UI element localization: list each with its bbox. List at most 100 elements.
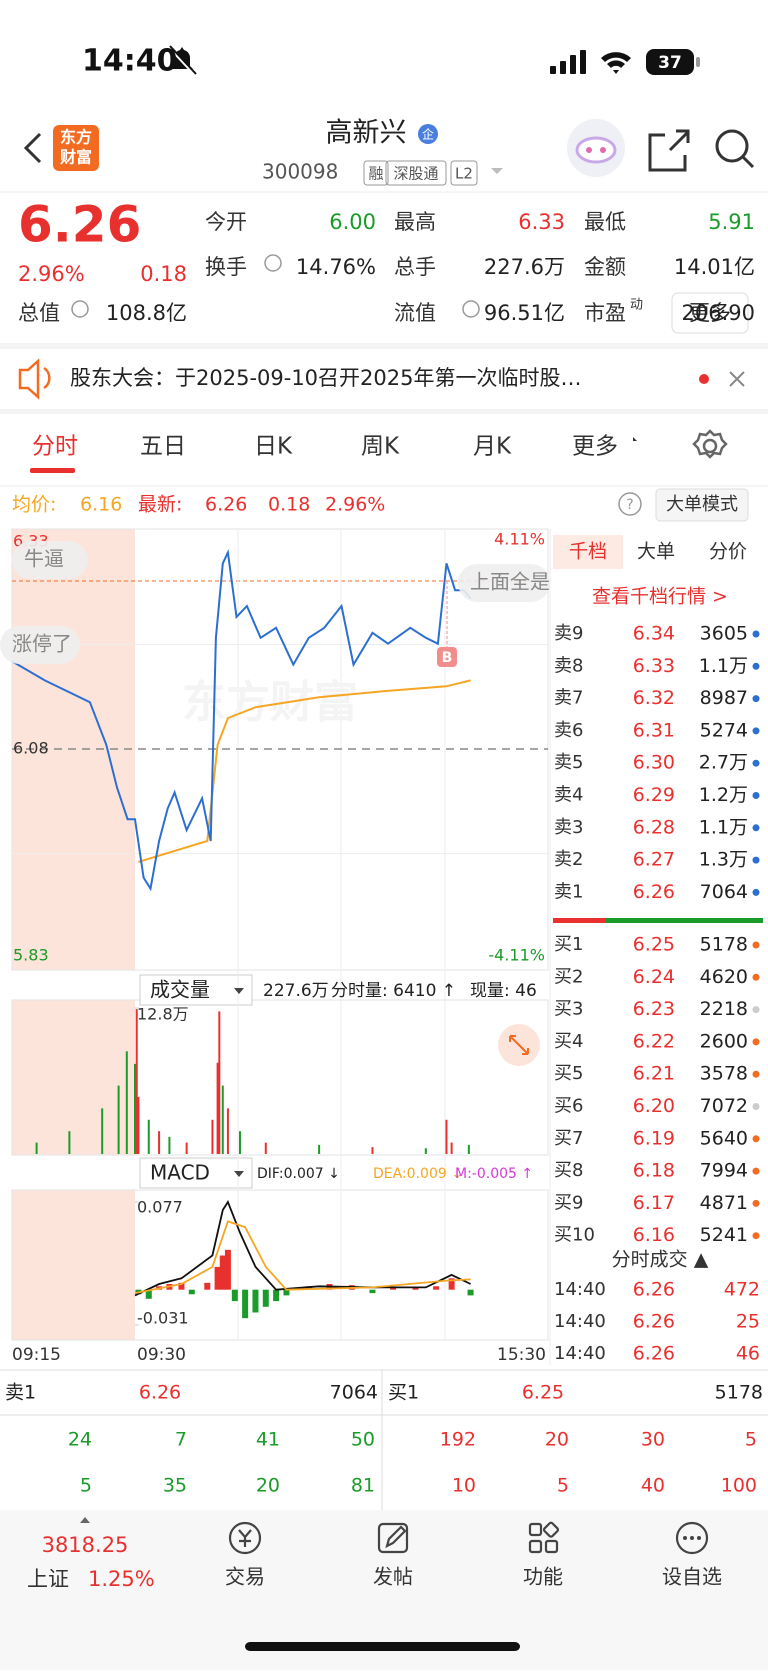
volume-total: 227.6万 <box>263 981 329 1001</box>
order-price: 6.27 <box>633 849 675 871</box>
macd-selector[interactable] <box>139 1157 253 1189</box>
order-volume: 2218 <box>700 998 748 1020</box>
tab[interactable]: 分时 <box>32 434 78 460</box>
order-price: 6.17 <box>633 1192 675 1214</box>
index-pct[interactable]: 1.25% <box>88 1567 155 1591</box>
volume-selector-text[interactable]: 成交量 <box>150 978 210 1002</box>
comment-bubble[interactable] <box>458 564 550 602</box>
order-dot <box>752 1038 760 1046</box>
macd-bar <box>273 1289 280 1302</box>
more-button-text[interactable]: 更多 <box>689 301 731 325</box>
comment-bubble[interactable] <box>12 541 88 579</box>
nav-item[interactable]: 交易 <box>225 1565 265 1589</box>
order-dot <box>752 662 760 670</box>
info-icon[interactable] <box>71 300 89 318</box>
mode-button[interactable] <box>655 488 749 522</box>
cell: 卖1 <box>5 1382 36 1404</box>
cell: 24 <box>68 1429 92 1451</box>
change: 0.18 <box>140 262 187 286</box>
panel-tab[interactable]: 千档 <box>569 541 607 563</box>
tab-underline <box>30 468 75 473</box>
comment-text[interactable]: 牛逼 <box>24 547 64 571</box>
volume-bar <box>168 1136 171 1154</box>
order-dot <box>752 1070 760 1078</box>
volume-bar <box>185 1142 188 1154</box>
trade-volume: 472 <box>724 1279 760 1301</box>
volume-bar <box>264 1142 267 1154</box>
badge-bg <box>418 124 438 144</box>
share-button[interactable] <box>648 129 690 172</box>
nav-item[interactable]: 设自选 <box>662 1565 722 1589</box>
trade-volume: 25 <box>736 1311 760 1333</box>
order-label: 买1 <box>554 934 583 955</box>
comment-text[interactable]: 涨停了 <box>12 632 72 656</box>
order-volume: 4871 <box>700 1192 748 1214</box>
cell: 5178 <box>715 1382 763 1404</box>
comment-text[interactable]: 上面全是 <box>470 570 550 594</box>
order-price: 6.33 <box>633 655 675 677</box>
volume-bar <box>147 1119 150 1154</box>
panel-tab[interactable]: 大单 <box>637 541 675 563</box>
logo-text: 财富 <box>59 148 92 167</box>
back-button[interactable] <box>23 132 42 164</box>
more-button[interactable] <box>671 292 749 334</box>
stock-code: 300098 <box>262 160 338 184</box>
unread-dot <box>699 374 709 384</box>
volume-bar <box>134 1063 136 1154</box>
field-label: 市盈 <box>584 301 626 325</box>
volume-selector[interactable] <box>139 974 253 1006</box>
tab[interactable]: 更多 <box>572 434 618 460</box>
nav-item[interactable]: 发帖 <box>373 1565 413 1589</box>
tab[interactable]: 日K <box>254 434 293 460</box>
trade-marker-text: B <box>442 650 453 666</box>
mode-text[interactable]: 大单模式 <box>666 494 738 515</box>
latest-label: 最新: <box>138 494 182 516</box>
nav-item[interactable]: 功能 <box>523 1565 563 1589</box>
macd-bar <box>145 1289 152 1299</box>
index-name[interactable]: 上证 <box>27 1567 69 1591</box>
tab[interactable]: 周K <box>361 434 400 460</box>
cell: 30 <box>641 1429 665 1451</box>
settings-button[interactable] <box>692 429 728 459</box>
macd-selector-text[interactable]: MACD <box>150 1161 210 1185</box>
order-volume: 5178 <box>700 934 748 956</box>
volume-bar <box>158 1131 161 1154</box>
volume-current: 现量: 46 <box>470 981 537 1001</box>
index-value[interactable]: 3818.25 <box>42 1533 129 1557</box>
order-price: 6.19 <box>633 1127 675 1149</box>
order-dot <box>752 888 760 896</box>
volume-bar <box>101 1108 104 1154</box>
order-label: 买10 <box>554 1225 595 1246</box>
panel-tab[interactable]: 分价 <box>709 541 747 563</box>
order-label: 卖6 <box>554 720 583 741</box>
x-tick-label: 09:15 <box>12 1345 61 1365</box>
tab[interactable]: 五日 <box>140 434 186 460</box>
volume-bar <box>35 1142 38 1154</box>
search-button[interactable] <box>715 129 755 169</box>
info-icon[interactable] <box>462 300 480 318</box>
field-label: 流值 <box>394 301 436 325</box>
order-dot <box>752 856 760 864</box>
volume-bar <box>238 1131 241 1154</box>
close-button[interactable] <box>729 371 745 387</box>
macd-bar <box>219 1255 226 1290</box>
help-icon[interactable] <box>618 492 642 516</box>
field-value: 5.91 <box>708 210 755 234</box>
volume-bar <box>450 1142 453 1154</box>
badge: 企 <box>422 127 434 142</box>
panel-link[interactable]: 查看千档行情 > <box>592 586 728 608</box>
order-dot <box>752 792 760 799</box>
notice-text[interactable]: 股东大会：于2025-09-10召开2025年第一次临时股… <box>70 366 581 390</box>
trade-price: 6.26 <box>633 1343 675 1365</box>
trades-title[interactable]: 分时成交 ▲ <box>612 1249 709 1271</box>
cell: 5 <box>745 1429 757 1451</box>
tab[interactable]: 月K <box>473 434 512 460</box>
expand-arrow[interactable] <box>80 1517 90 1523</box>
caret <box>633 437 637 441</box>
field-value: 14.01亿 <box>674 255 755 279</box>
price: 6.26 <box>18 196 141 254</box>
comment-bubble[interactable] <box>0 626 80 664</box>
tab-active-bg <box>553 535 623 569</box>
info-icon[interactable] <box>264 254 282 272</box>
